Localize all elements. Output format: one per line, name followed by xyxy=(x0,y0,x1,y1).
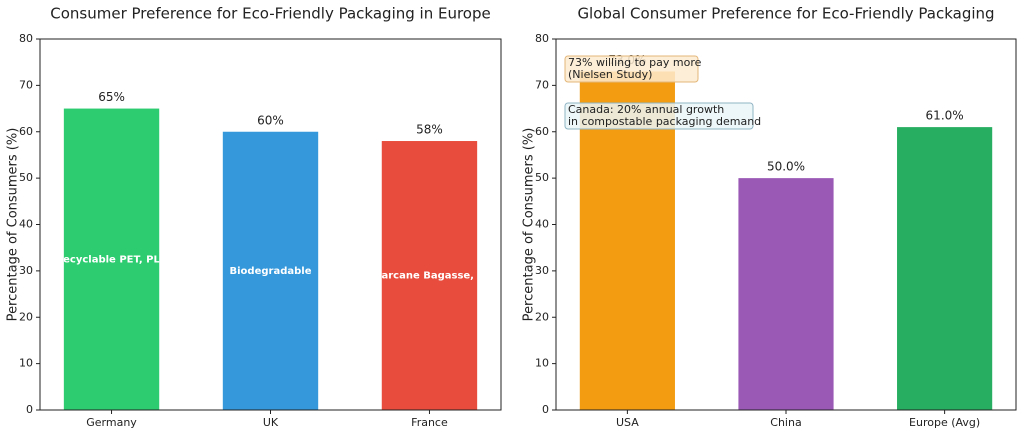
y-tick-label: 40 xyxy=(19,218,33,231)
y-tick-label: 60 xyxy=(535,125,549,138)
annotation-box xyxy=(564,55,699,83)
value-label: 60% xyxy=(257,113,284,127)
value-label: 61.0% xyxy=(926,109,964,123)
x-tick-label: China xyxy=(770,416,801,429)
bar xyxy=(897,127,993,411)
annotation-text: 73% willing to pay more xyxy=(568,56,702,69)
y-axis-label: Percentage of Consumers (%) xyxy=(522,128,537,322)
value-label: 65% xyxy=(98,90,125,104)
y-tick-label: 50 xyxy=(535,171,549,184)
bar xyxy=(63,108,160,410)
y-tick-label: 10 xyxy=(19,357,33,370)
bar xyxy=(222,131,319,410)
x-tick-label: France xyxy=(411,416,448,429)
bar-inner-label: Biodegradable xyxy=(230,266,312,277)
x-tick-label: USA xyxy=(616,416,639,429)
axes-frame xyxy=(39,38,502,411)
y-tick-label: 20 xyxy=(19,310,33,323)
y-tick-label: 10 xyxy=(535,357,549,370)
bar xyxy=(381,141,478,410)
y-tick-label: 0 xyxy=(26,403,33,416)
y-tick-label: 80 xyxy=(535,32,549,45)
chart-title: Global Consumer Preference for Eco-Frien… xyxy=(577,5,994,23)
value-label: 58% xyxy=(416,123,443,137)
annotation-text: in compostable packaging demand xyxy=(568,115,761,128)
bar-inner-label: Sugarcane Bagasse, PLA xyxy=(360,271,499,282)
annotation-text: Canada: 20% annual growth xyxy=(568,103,724,116)
x-tick-label: UK xyxy=(263,416,279,429)
y-axis-label: Percentage of Consumers (%) xyxy=(6,128,21,322)
y-tick-label: 30 xyxy=(535,264,549,277)
y-tick-label: 70 xyxy=(535,78,549,91)
x-tick-label: Europe (Avg) xyxy=(909,416,980,429)
bar-inner-label: Recyclable PET, PLA xyxy=(55,254,167,265)
chart-title: Consumer Preference for Eco-Friendly Pac… xyxy=(50,5,490,23)
axes-frame xyxy=(555,38,1017,411)
y-tick-label: 20 xyxy=(535,310,549,323)
y-tick-label: 70 xyxy=(19,78,33,91)
y-tick-label: 50 xyxy=(19,171,33,184)
y-tick-label: 40 xyxy=(535,218,549,231)
y-tick-label: 0 xyxy=(542,403,549,416)
y-tick-label: 30 xyxy=(19,264,33,277)
y-tick-label: 80 xyxy=(19,32,33,45)
value-label: 50.0% xyxy=(767,160,805,174)
annotation-text: (Nielsen Study) xyxy=(568,68,652,81)
annotation-box xyxy=(564,102,754,130)
bar xyxy=(738,178,834,410)
x-tick-label: Germany xyxy=(86,416,137,429)
y-tick-label: 60 xyxy=(19,125,33,138)
